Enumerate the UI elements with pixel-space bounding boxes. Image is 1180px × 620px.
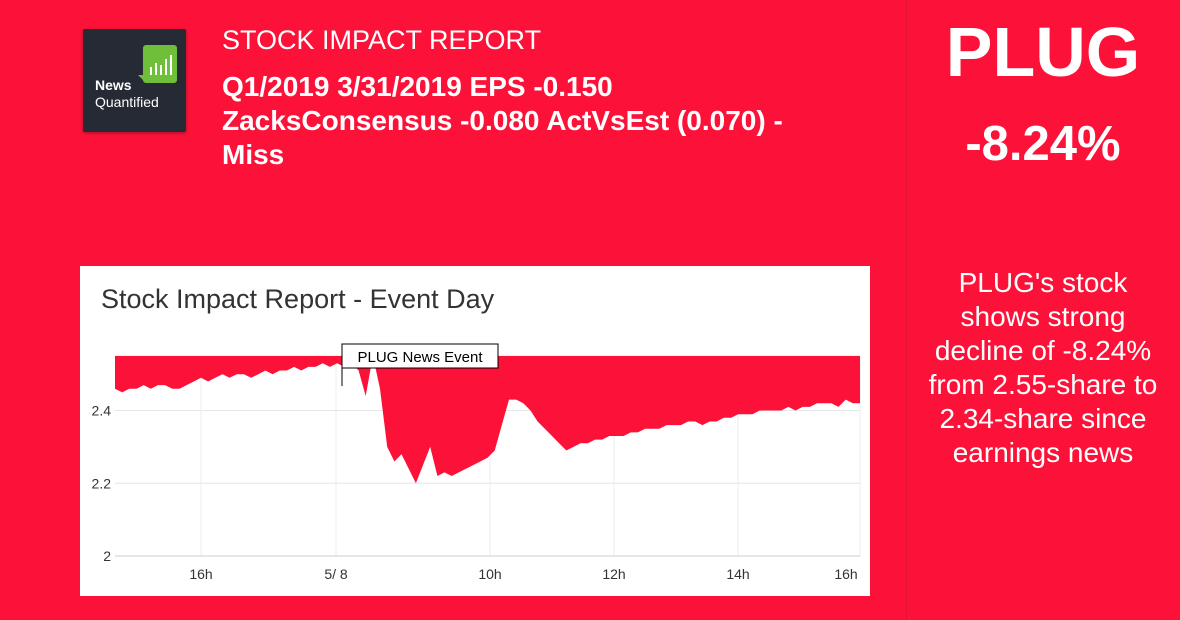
x-tick-label: 5/ 8 <box>324 566 348 582</box>
news-quantified-logo: News Quantified <box>83 29 186 132</box>
earnings-headline: Q1/2019 3/31/2019 EPS -0.150 ZacksConsen… <box>222 71 783 170</box>
x-tick-label: 14h <box>726 566 749 582</box>
y-tick-label: 2 <box>103 548 111 564</box>
x-tick-label: 12h <box>602 566 625 582</box>
event-day-chart: Stock Impact Report - Event Day 2 2.2 2.4 1… <box>92 284 861 582</box>
event-label: PLUG News Event <box>357 349 483 366</box>
report-label: STOCK IMPACT REPORT <box>222 25 542 55</box>
x-tick-label: 10h <box>478 566 501 582</box>
impact-summary: PLUG's stock shows strong decline of -8.… <box>928 267 1158 468</box>
logo-text-news: News <box>95 77 132 93</box>
price-area <box>115 356 860 484</box>
chart-title: Stock Impact Report - Event Day <box>101 284 495 314</box>
price-change: -8.24% <box>965 117 1121 171</box>
x-tick-label: 16h <box>834 566 857 582</box>
x-tick-label: 16h <box>189 566 212 582</box>
chart-bars-icon <box>138 45 177 83</box>
y-tick-label: 2.2 <box>92 475 112 491</box>
y-tick-label: 2.4 <box>92 403 112 419</box>
chart-panel: Stock Impact Report - Event Day 2 2.2 2.4 1… <box>80 266 870 596</box>
event-label-box <box>341 343 499 369</box>
ticker-symbol: PLUG <box>945 13 1141 91</box>
logo-text-quantified: Quantified <box>95 94 159 110</box>
column-divider <box>906 0 907 620</box>
